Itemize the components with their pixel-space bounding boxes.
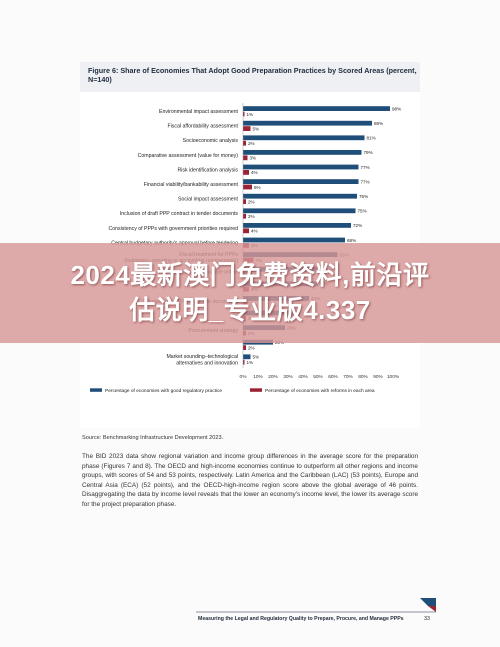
bar-good-practice — [243, 164, 359, 170]
value-label: 98% — [392, 106, 401, 111]
body-paragraph: The BID 2023 data show regional variatio… — [82, 453, 418, 508]
category-label: Market sounding–technological alternative… — [166, 354, 238, 366]
category-label: Social impact assessment — [178, 197, 239, 203]
category-label: Financial viability/bankability assessme… — [144, 182, 239, 188]
footer-title: Measuring the Legal and Regulatory Quali… — [198, 616, 404, 622]
footer-accent-red — [428, 606, 436, 612]
bar-reforms — [243, 213, 246, 219]
headline-text: 2024最新澳门免费资料,前沿评 估说明_专业版4.337 — [0, 258, 500, 328]
bar-good-practice — [243, 120, 372, 126]
value-label: 6% — [254, 185, 261, 190]
bar-good-practice — [243, 193, 357, 199]
value-label: 3% — [250, 156, 257, 161]
value-label: 75% — [358, 209, 367, 214]
x-tick-label: 20% — [268, 374, 278, 380]
value-label: 5% — [253, 355, 260, 360]
bar-reforms — [243, 359, 245, 365]
legend-label: Percentage of economies with reforms in … — [265, 388, 375, 394]
bar-good-practice — [243, 135, 365, 141]
bar-good-practice — [243, 354, 251, 360]
page-number: 33 — [424, 616, 430, 622]
bar-reforms — [243, 111, 245, 117]
category-label: Risk identification analysis — [177, 167, 238, 173]
bar-reforms — [243, 184, 252, 190]
figure-title: Figure 6: Share of Economies That Adopt … — [88, 66, 417, 84]
value-label: 1% — [247, 360, 254, 365]
x-tick-label: 40% — [298, 374, 308, 380]
bar-good-practice — [243, 106, 390, 111]
value-label: 81% — [367, 136, 376, 141]
value-label: 68% — [347, 238, 356, 243]
bar-reforms — [243, 126, 251, 131]
bar-reforms — [243, 199, 246, 204]
value-label: 5% — [253, 126, 260, 131]
x-tick-label: 70% — [343, 374, 353, 380]
bar-reforms — [243, 228, 249, 234]
figure-title-bar — [80, 62, 420, 92]
value-label: 77% — [361, 179, 370, 184]
value-label: 2% — [248, 345, 255, 350]
legend-swatch — [250, 388, 262, 392]
bar-good-practice — [243, 237, 345, 243]
value-label: 4% — [251, 229, 258, 234]
headline-banner — [0, 243, 500, 343]
value-label: 2% — [248, 214, 255, 219]
x-tick-label: 10% — [253, 374, 263, 380]
value-label: 2% — [248, 199, 255, 204]
value-label: 77% — [361, 165, 370, 170]
x-tick-label: 30% — [283, 374, 293, 380]
x-tick-label: 0% — [240, 374, 248, 380]
bar-reforms — [243, 345, 246, 350]
headline-line-2: 估说明_专业版4.337 — [129, 295, 371, 325]
bar-good-practice — [243, 208, 356, 214]
category-label: Inclusion of draft PPP contract in tende… — [120, 211, 239, 217]
category-label: Socioeconomic analysis — [183, 138, 239, 144]
x-tick-label: 60% — [328, 374, 338, 380]
value-label: 72% — [353, 223, 362, 228]
x-tick-label: 90% — [373, 374, 383, 380]
bar-reforms — [243, 140, 246, 146]
footer-accent-blue — [420, 598, 436, 606]
bar-good-practice — [243, 150, 362, 155]
value-label: 76% — [359, 194, 368, 199]
bar-reforms — [243, 155, 248, 161]
value-label: 4% — [251, 170, 258, 175]
headline-line-1: 2024最新澳门免费资料,前沿评 — [70, 260, 430, 290]
bar-reforms — [243, 170, 249, 175]
value-label: 86% — [374, 121, 383, 126]
bar-good-practice — [243, 179, 359, 184]
x-tick-label: 50% — [313, 374, 323, 380]
category-label: Comparative assessment (value for money) — [138, 153, 239, 159]
x-tick-label: 80% — [358, 374, 368, 380]
legend-label: Percentage of economies with good regula… — [105, 388, 222, 394]
category-label: Fiscal affordability assessment — [167, 124, 238, 130]
value-label: 1% — [247, 112, 254, 117]
value-label: 79% — [364, 150, 373, 155]
legend-swatch — [90, 388, 102, 392]
value-label: 2% — [248, 141, 255, 146]
category-label: Environmental impact assessment — [159, 109, 239, 115]
category-label: Consistency of PPPs with government prio… — [109, 226, 239, 232]
bar-good-practice — [243, 223, 351, 228]
x-tick-label: 100% — [387, 374, 400, 380]
figure-source: Source: Benchmarking Infrastructure Deve… — [82, 435, 224, 441]
